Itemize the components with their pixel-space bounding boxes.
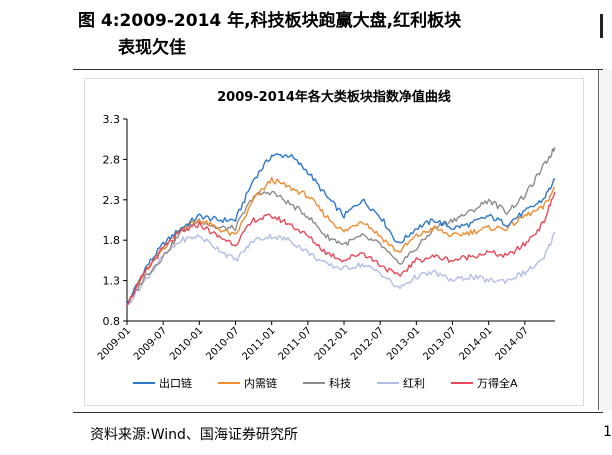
x-tick-label: 2012-01 <box>313 325 350 362</box>
chart-title: 2009-2014年各大类板块指数净值曲线 <box>217 89 451 105</box>
source-note: 资料来源:Wind、国海证券研究所 <box>90 427 298 443</box>
series-line-5 <box>126 191 556 306</box>
x-tick-label: 2010-01 <box>168 325 205 362</box>
y-tick-label: 0.8 <box>103 315 121 328</box>
x-tick-label: 2010-07 <box>204 325 241 362</box>
figure-heading: 图 4:2009-2014 年,科技板块跑赢大盘,红利板块 表现欠佳 <box>78 8 578 62</box>
figure-heading-line2: 表现欠佳 <box>118 38 186 58</box>
x-tick-label: 2013-01 <box>385 325 422 362</box>
x-tick-label: 2009-07 <box>132 325 169 362</box>
adjacent-figure-panel <box>598 70 612 410</box>
series-line-3 <box>126 147 556 306</box>
y-axis: 3.3 2.8 2.3 1.8 1.3 0.8 <box>103 113 128 328</box>
x-tick-label: 2011-01 <box>240 325 277 362</box>
x-tick-label: 2009-01 <box>96 325 133 362</box>
series-lines <box>126 147 556 306</box>
line-chart: 2009-2014年各大类板块指数净值曲线 3.3 2.8 2.3 1.8 1.3 0.8… <box>96 89 556 390</box>
adjacent-figure-edge <box>600 14 611 38</box>
legend-label-1: 出口链 <box>159 376 192 390</box>
y-tick-label: 1.8 <box>103 234 121 247</box>
y-tick-label: 2.8 <box>103 153 121 166</box>
series-line-1 <box>126 153 556 306</box>
series-line-4 <box>126 231 556 306</box>
chart-panel: 2009-2014年各大类板块指数净值曲线 3.3 2.8 2.3 1.8 1.3 0.8… <box>84 78 584 406</box>
y-tick-label: 2.3 <box>103 194 121 207</box>
x-axis: 2009-012009-072010-012010-072011-012011-… <box>96 320 555 363</box>
legend-label-3: 科技 <box>329 376 351 390</box>
figure-heading-line1: 图 4:2009-2014 年,科技板块跑赢大盘,红利板块 <box>78 11 462 31</box>
legend-label-5: 万得全A <box>477 376 518 390</box>
y-tick-label: 3.3 <box>103 113 121 126</box>
x-tick-label: 2011-07 <box>277 325 314 362</box>
x-tick-label: 2014-01 <box>457 325 494 362</box>
y-tick-label: 1.3 <box>103 275 121 288</box>
x-tick-label: 2012-07 <box>349 325 386 362</box>
adjacent-figure-fragment: 1 <box>603 424 612 440</box>
top-divider <box>73 69 603 70</box>
x-tick-label: 2014-07 <box>494 325 531 362</box>
legend-label-4: 红利 <box>403 377 425 390</box>
legend: 出口链 内需链 科技 红利 万得全A <box>133 376 518 390</box>
series-line-2 <box>126 176 556 306</box>
x-tick-label: 2013-07 <box>421 325 458 362</box>
bottom-divider <box>73 412 603 413</box>
legend-label-2: 内需链 <box>244 376 277 390</box>
